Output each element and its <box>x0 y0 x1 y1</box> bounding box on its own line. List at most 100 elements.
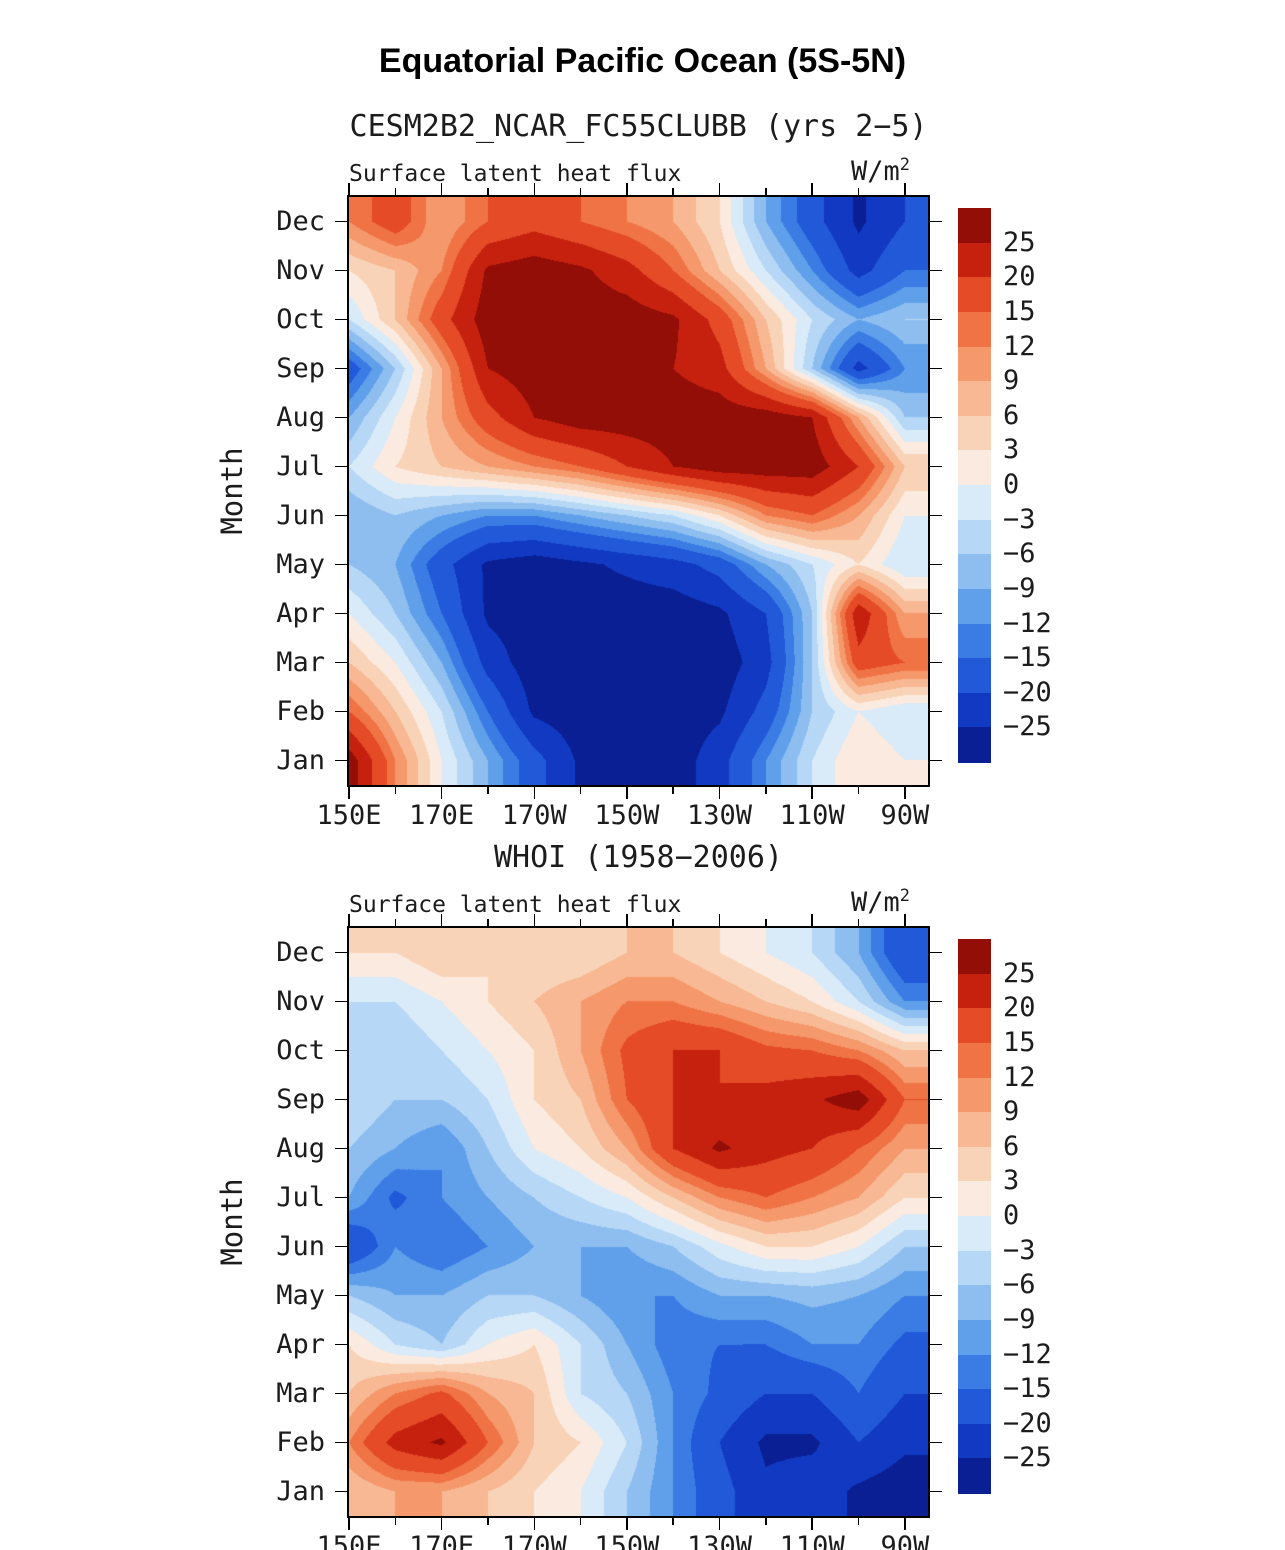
x-tick-mark <box>626 787 628 799</box>
y-tick-mark <box>335 1245 347 1248</box>
colorbar-tick-label: 0 <box>1003 469 1020 500</box>
x-tick-mark <box>904 787 906 799</box>
colorbar-tick-label: 15 <box>1003 1026 1036 1058</box>
x-tick-mark <box>857 787 860 794</box>
x-tick-mark <box>904 914 906 926</box>
y-tick-mark <box>335 1098 347 1101</box>
y-tick-label: Oct <box>276 1034 325 1066</box>
y-tick-label: Dec <box>276 936 325 968</box>
x-tick-label: 170E <box>409 1531 475 1550</box>
colorbar-tick-label: 20 <box>1003 261 1036 293</box>
colorbar-segment <box>958 1008 991 1044</box>
y-tick-mark <box>335 1490 347 1493</box>
panel-cesm2b2: CESM2B2_NCAR_FC55CLUBB (yrs 2−5) Surface… <box>0 95 1285 831</box>
colorbar <box>958 208 991 763</box>
y-axis-tick-labels: Jan Feb Mar Apr May Jun Jul Aug Sep Oct Nov Dec <box>240 95 325 826</box>
x-tick-mark <box>533 787 536 799</box>
y-tick-mark <box>335 1049 347 1052</box>
colorbar-tick-label: −12 <box>1003 607 1052 639</box>
colorbar-tick-label: −3 <box>1003 503 1036 535</box>
heatmap-canvas-whoi <box>349 928 928 1516</box>
y-tick-mark <box>930 1392 942 1395</box>
colorbar-segment <box>958 1250 991 1286</box>
colorbar-segment <box>958 1354 991 1390</box>
y-tick-mark <box>930 661 942 664</box>
colorbar-segment <box>958 1112 991 1148</box>
colorbar-tick-label: −15 <box>1003 642 1052 674</box>
x-tick-mark <box>440 787 443 799</box>
y-tick-label: Dec <box>276 205 325 237</box>
y-tick-mark <box>335 318 347 321</box>
x-tick-mark <box>626 914 628 926</box>
x-tick-mark <box>672 1518 674 1525</box>
colorbar-segment <box>958 727 991 763</box>
colorbar-tick-label: 6 <box>1003 1130 1020 1162</box>
y-tick-mark <box>930 1049 942 1052</box>
y-tick-label: Nov <box>276 254 325 286</box>
x-tick-mark <box>394 787 397 794</box>
units-label: W/m2 <box>850 155 910 187</box>
x-tick-mark <box>672 188 674 195</box>
x-tick-label: 150W <box>594 1531 660 1550</box>
y-tick-mark <box>335 1441 347 1444</box>
colorbar-tick-label: −9 <box>1003 1303 1036 1335</box>
colorbar-segment <box>958 485 991 521</box>
colorbar-segment <box>958 415 991 451</box>
x-tick-label: 110W <box>779 1531 845 1550</box>
y-tick-mark <box>930 1000 942 1003</box>
colorbar-segment <box>958 1319 991 1356</box>
colorbar-tick-label: −9 <box>1003 572 1036 604</box>
panel-subtitle: CESM2B2_NCAR_FC55CLUBB (yrs 2−5) <box>349 109 928 144</box>
y-tick-mark <box>335 759 347 762</box>
colorbar-segment <box>958 277 991 313</box>
y-tick-mark <box>930 269 942 272</box>
y-tick-mark <box>930 514 942 517</box>
colorbar-segment <box>958 1423 991 1459</box>
colorbar-segment <box>958 346 991 382</box>
y-tick-mark <box>930 1245 942 1248</box>
colorbar-tick-label: 15 <box>1003 295 1036 327</box>
x-tick-label: 170E <box>409 800 475 831</box>
x-tick-mark <box>811 183 813 195</box>
y-tick-mark <box>335 661 347 664</box>
x-tick-label: 150E <box>316 1531 382 1550</box>
y-tick-label: Jul <box>276 450 325 482</box>
y-tick-label: Mar <box>276 646 325 678</box>
x-tick-mark <box>348 914 350 926</box>
units-label: W/m2 <box>850 886 910 918</box>
x-tick-mark <box>765 919 767 926</box>
colorbar-segment <box>958 1285 991 1321</box>
x-tick-label: 130W <box>687 800 753 831</box>
x-tick-mark <box>348 1518 350 1530</box>
x-tick-mark <box>579 787 582 794</box>
x-tick-mark <box>904 183 906 195</box>
x-tick-mark <box>487 787 489 794</box>
panel-subtitle: WHOI (1958−2006) <box>494 840 783 875</box>
y-tick-mark <box>335 1392 347 1395</box>
colorbar-tick-label: 12 <box>1003 330 1036 362</box>
x-tick-mark <box>718 914 721 926</box>
y-tick-mark <box>335 367 347 370</box>
colorbar-tick-label: −12 <box>1003 1338 1052 1370</box>
x-tick-mark <box>811 787 813 799</box>
y-tick-label: Aug <box>276 1132 325 1164</box>
x-tick-mark <box>718 787 721 799</box>
y-tick-label: Jan <box>276 1475 325 1507</box>
x-tick-mark <box>904 1518 906 1530</box>
colorbar-segment <box>958 1146 991 1182</box>
colorbar-tick-label: −3 <box>1003 1234 1036 1266</box>
x-tick-mark <box>394 1518 397 1525</box>
y-tick-label: Apr <box>276 1328 325 1360</box>
colorbar-segment <box>958 450 991 486</box>
colorbar-segment <box>958 519 991 555</box>
y-tick-mark <box>335 514 347 517</box>
y-tick-label: Sep <box>276 1083 325 1115</box>
x-tick-label: 90W <box>880 1531 930 1550</box>
y-tick-label: Jul <box>276 1181 325 1213</box>
y-tick-mark <box>335 465 347 468</box>
x-tick-mark <box>626 183 628 195</box>
x-tick-mark <box>533 914 536 926</box>
colorbar-tick-label: 3 <box>1003 434 1020 466</box>
colorbar-segment <box>958 1042 991 1079</box>
x-tick-mark <box>440 914 443 926</box>
